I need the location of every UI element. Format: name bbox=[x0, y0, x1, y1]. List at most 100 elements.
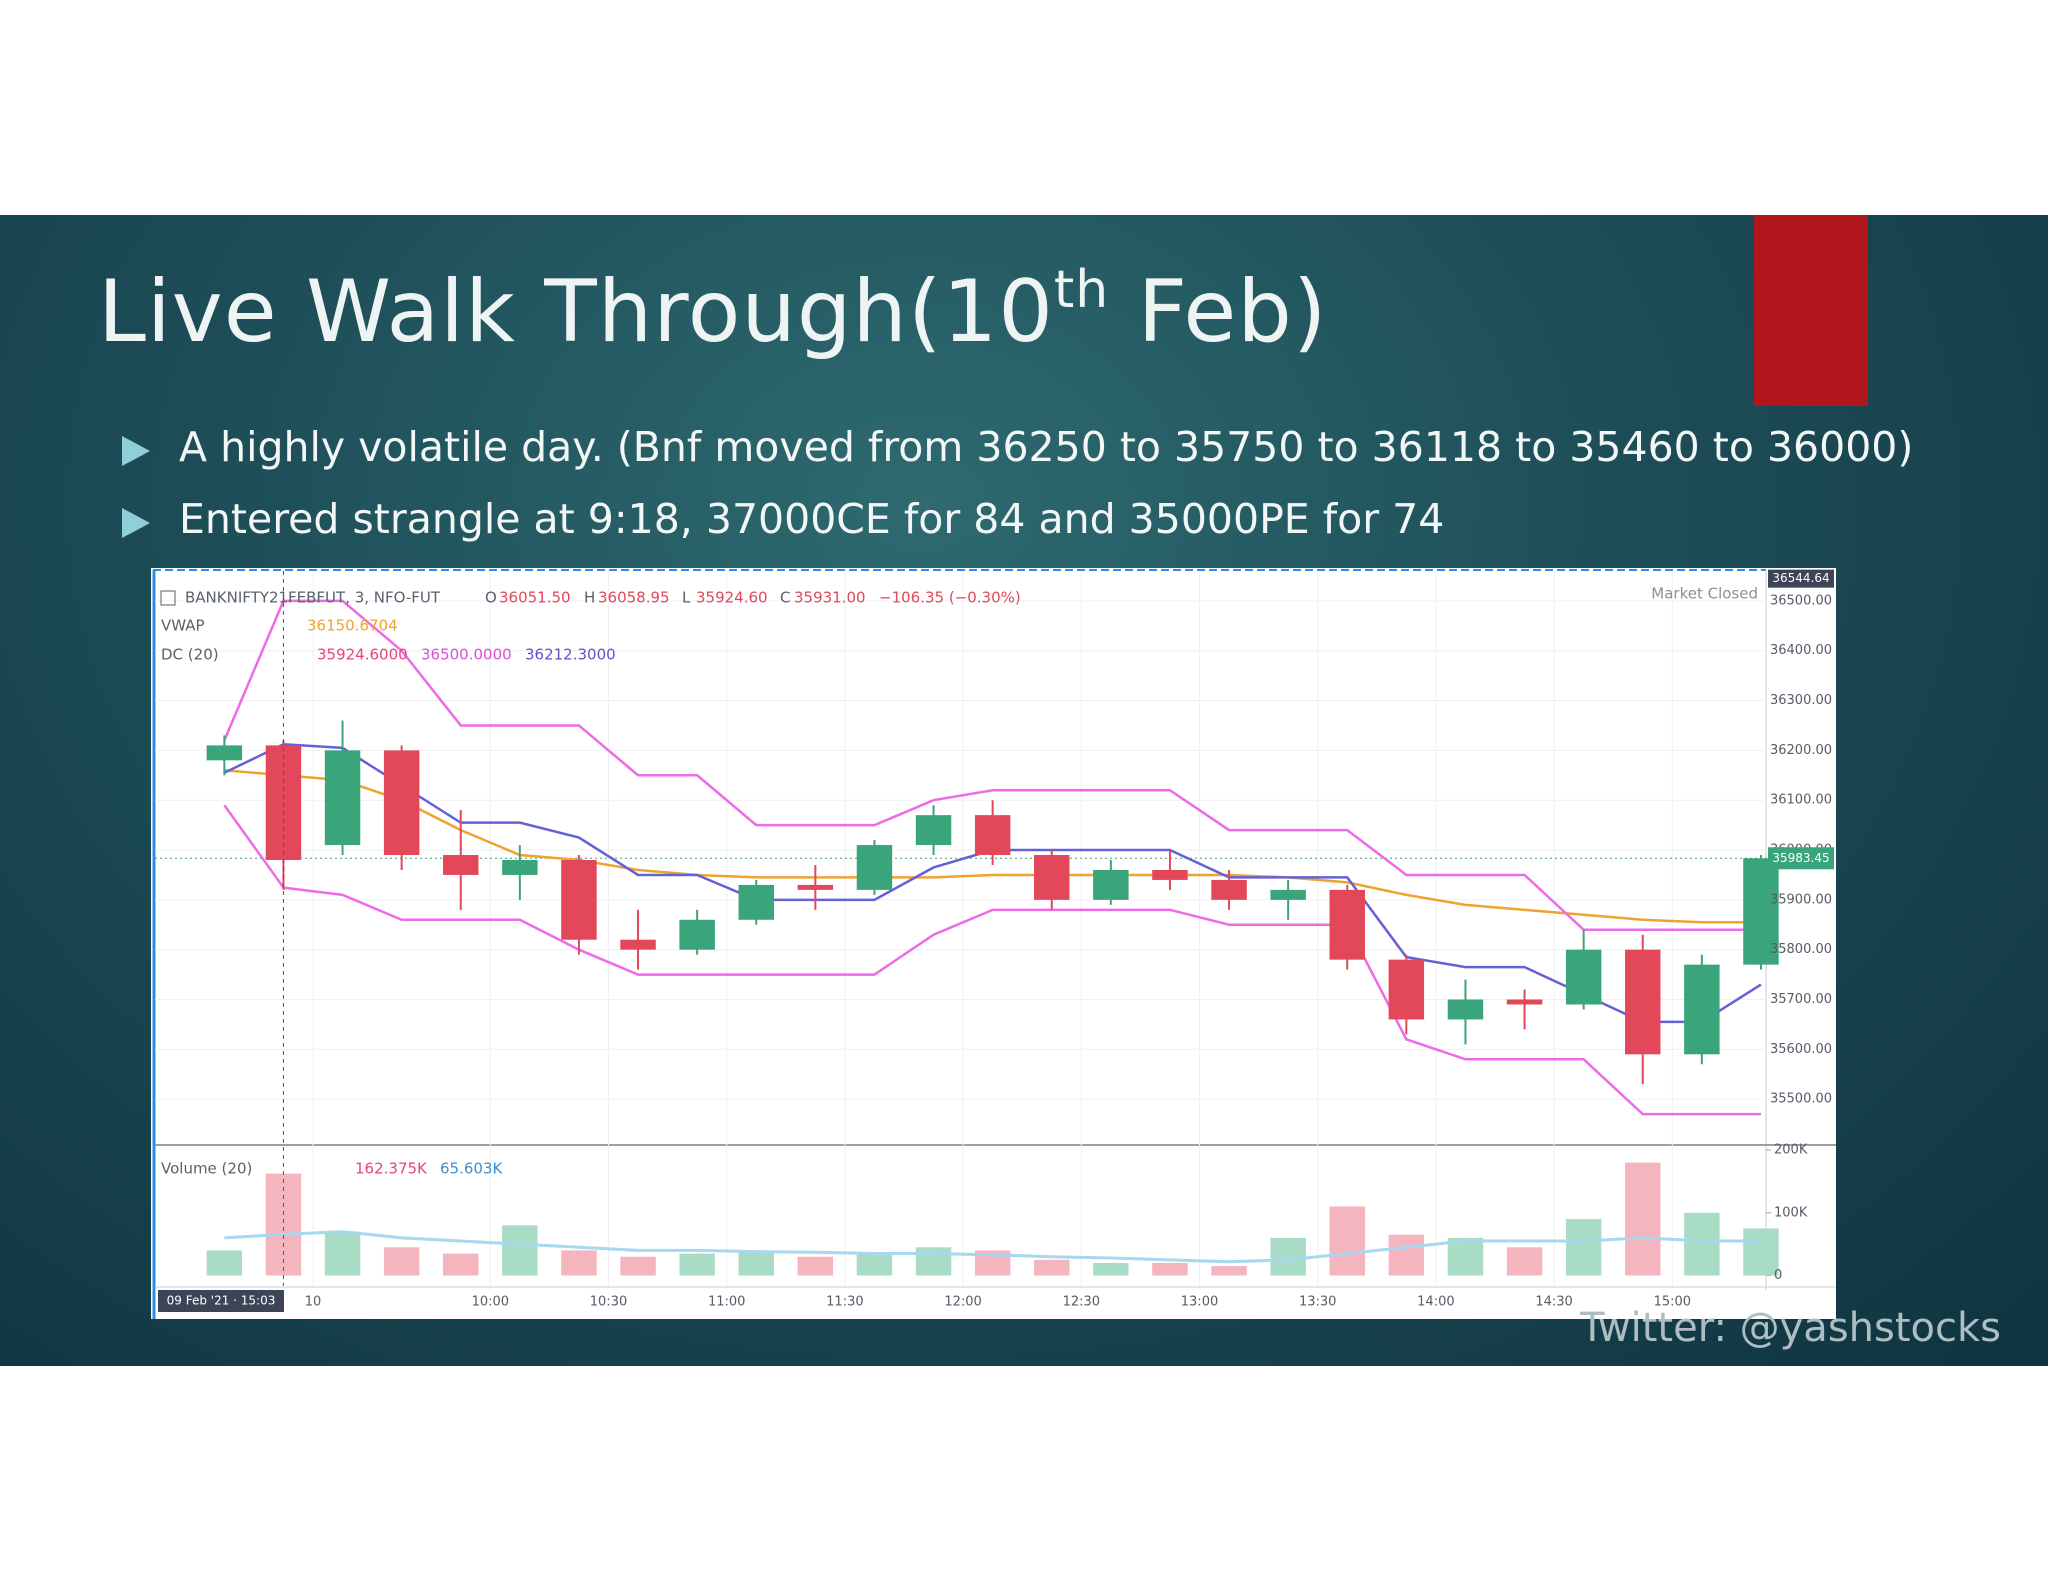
volume-bar bbox=[1034, 1259, 1070, 1276]
last-price-badge bbox=[1768, 847, 1834, 870]
crosshair-box bbox=[158, 1290, 284, 1312]
volume-bar bbox=[1565, 1219, 1602, 1276]
indicator-line bbox=[224, 769, 1761, 924]
bullet-text: A highly volatile day. (Bnf moved from 3… bbox=[179, 423, 1914, 471]
candle-body bbox=[620, 939, 656, 950]
y-tick-label: 36500.00 bbox=[1770, 593, 1832, 608]
title-tail: Feb) bbox=[1109, 262, 1328, 362]
candle-body bbox=[856, 845, 893, 890]
volume-bar bbox=[1329, 1206, 1365, 1276]
volume-bar bbox=[1093, 1262, 1129, 1276]
volume-bar bbox=[383, 1247, 420, 1276]
x-tick-label: 12:30 bbox=[1063, 1295, 1100, 1310]
candle-body bbox=[1565, 949, 1602, 1005]
slide-title: Live Walk Through(10th Feb) bbox=[98, 262, 1327, 362]
candle-body bbox=[1270, 889, 1306, 900]
candle-body bbox=[797, 884, 834, 890]
candle-body bbox=[1625, 949, 1661, 1055]
x-tick-label: 10:00 bbox=[472, 1295, 509, 1310]
symbol-label: BANKNIFTY21FEBFUT, 3, NFO-FUT bbox=[185, 589, 441, 607]
readout-value: 35924.60 bbox=[696, 589, 768, 607]
volume-bar bbox=[443, 1253, 479, 1276]
indicator-readout: 36212.3000 bbox=[525, 646, 616, 664]
volume-ma-line bbox=[224, 1230, 1761, 1264]
candle-body bbox=[1506, 999, 1543, 1005]
volume-bar bbox=[1270, 1237, 1306, 1276]
last-price-label: 35983.45 bbox=[1772, 851, 1829, 865]
readout-name: O bbox=[485, 589, 497, 607]
candle-body bbox=[1211, 879, 1247, 900]
y-tick-label: 35800.00 bbox=[1770, 942, 1832, 957]
volume-bar bbox=[502, 1225, 538, 1276]
indicator-name: VWAP bbox=[161, 617, 205, 635]
readout-name: C bbox=[780, 589, 790, 607]
indicator-readout: 35924.6000 bbox=[317, 646, 408, 664]
candle-body bbox=[561, 859, 597, 940]
x-tick-label: 14:00 bbox=[1417, 1295, 1454, 1310]
candle-body bbox=[265, 745, 302, 860]
footer-credit: Twitter: @yashstocks bbox=[1580, 1305, 2001, 1351]
candle-body bbox=[443, 855, 479, 875]
candle-body bbox=[1684, 964, 1720, 1055]
candle-body bbox=[1743, 858, 1779, 965]
indicator-line bbox=[223, 599, 1761, 931]
y-tick-label: 35500.00 bbox=[1770, 1092, 1832, 1107]
x-tick-label: 12:00 bbox=[944, 1295, 981, 1310]
volume-readout: 65.603K bbox=[440, 1160, 503, 1178]
volume-bar bbox=[679, 1253, 715, 1276]
volume-bar bbox=[856, 1253, 893, 1276]
readout-value: 36058.95 bbox=[598, 589, 670, 607]
volume-tick-label: 200K bbox=[1774, 1143, 1808, 1158]
volume-bar bbox=[797, 1256, 834, 1276]
candle-body bbox=[502, 859, 538, 875]
y-tick-label: 36200.00 bbox=[1770, 743, 1832, 758]
bullet-arrow bbox=[122, 436, 150, 466]
candle-body bbox=[206, 745, 243, 761]
volume-bar bbox=[1743, 1228, 1779, 1276]
readout-name: H bbox=[584, 589, 595, 607]
candle-body bbox=[383, 750, 420, 856]
y-tick-label: 35700.00 bbox=[1770, 992, 1832, 1007]
change-label: −106.35 (−0.30%) bbox=[879, 589, 1021, 607]
volume-bar bbox=[1152, 1262, 1188, 1276]
chart-panel bbox=[151, 568, 1836, 1319]
x-tick-label: 10 bbox=[305, 1295, 322, 1310]
candle-body bbox=[1093, 869, 1129, 900]
readout-value: 36051.50 bbox=[499, 589, 571, 607]
volume-bar bbox=[1506, 1247, 1543, 1276]
x-tick-label: 11:00 bbox=[708, 1295, 745, 1310]
volume-bar bbox=[738, 1250, 774, 1276]
candle-body bbox=[679, 919, 715, 950]
volume-bar bbox=[1684, 1212, 1720, 1276]
x-tick-label: 15:00 bbox=[1654, 1295, 1691, 1310]
candle-body bbox=[974, 815, 1011, 856]
x-tick-label: 10:30 bbox=[590, 1295, 627, 1310]
volume-tick-label: 0 bbox=[1774, 1268, 1782, 1283]
volume-bar bbox=[1625, 1162, 1661, 1276]
y-tick-label: 35600.00 bbox=[1770, 1042, 1832, 1057]
volume-tick-label: 100K bbox=[1774, 1205, 1808, 1220]
indicator-readout: 36500.0000 bbox=[421, 646, 512, 664]
volume-readout: 162.375K bbox=[355, 1160, 428, 1178]
volume-bar bbox=[561, 1250, 597, 1276]
title-superscript: th bbox=[1053, 260, 1110, 320]
volume-bar bbox=[1447, 1237, 1484, 1276]
candle-body bbox=[1329, 889, 1365, 960]
candle-body bbox=[324, 750, 361, 846]
volume-name: Volume (20) bbox=[161, 1160, 252, 1178]
volume-bar bbox=[324, 1231, 361, 1276]
bullet-text: Entered strangle at 9:18, 37000CE for 84… bbox=[179, 495, 1445, 543]
crosshair-label: 09 Feb '21 · 15:03 bbox=[167, 1294, 276, 1308]
volume-bar bbox=[915, 1247, 952, 1276]
candle-body bbox=[1034, 855, 1070, 900]
x-tick-label: 13:30 bbox=[1299, 1295, 1336, 1310]
readout-name: L bbox=[682, 589, 691, 607]
y-tick-label: 35900.00 bbox=[1770, 892, 1832, 907]
readout-value: 35931.00 bbox=[794, 589, 866, 607]
y-tick-label: 36300.00 bbox=[1770, 693, 1832, 708]
indicator-readout: 36150.6704 bbox=[307, 617, 398, 635]
candle-body bbox=[1152, 869, 1188, 880]
volume-bar bbox=[1388, 1234, 1425, 1276]
